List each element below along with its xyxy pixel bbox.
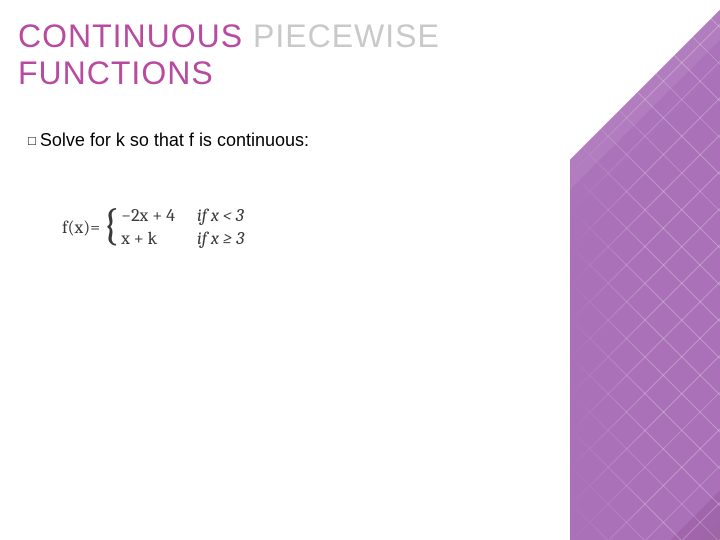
case-expr-0: −2x + 4 [121, 205, 175, 226]
slide-title: CONTINUOUS PIECEWISE FUNCTIONS [18, 18, 440, 92]
formula-lhs: f(x)= [62, 217, 100, 238]
title-word-1: CONTINUOUS [18, 18, 243, 54]
title-word-2: PIECEWISE [253, 18, 440, 54]
left-brace: { [102, 203, 119, 247]
formula-cases: −2x + 4 if x < 3 x + k if x ≥ 3 [121, 205, 244, 249]
bullet-text-rest: for k so that f is continuous: [85, 130, 309, 150]
case-expr-1: x + k [121, 228, 175, 249]
title-word-3: FUNCTIONS [18, 55, 214, 91]
piecewise-formula: f(x)= { −2x + 4 if x < 3 x + k if x ≥ 3 [62, 205, 244, 249]
bullet-line: □ Solve for k so that f is continuous: [28, 130, 309, 151]
bullet-text-strong: Solve [40, 130, 85, 150]
case-cond-1: if x ≥ 3 [197, 228, 244, 249]
case-cond-0: if x < 3 [197, 205, 244, 226]
bullet-marker: □ [28, 133, 36, 148]
slide: CONTINUOUS PIECEWISE FUNCTIONS □ Solve fo… [0, 0, 720, 540]
decorative-diamond-panel [570, 0, 720, 540]
